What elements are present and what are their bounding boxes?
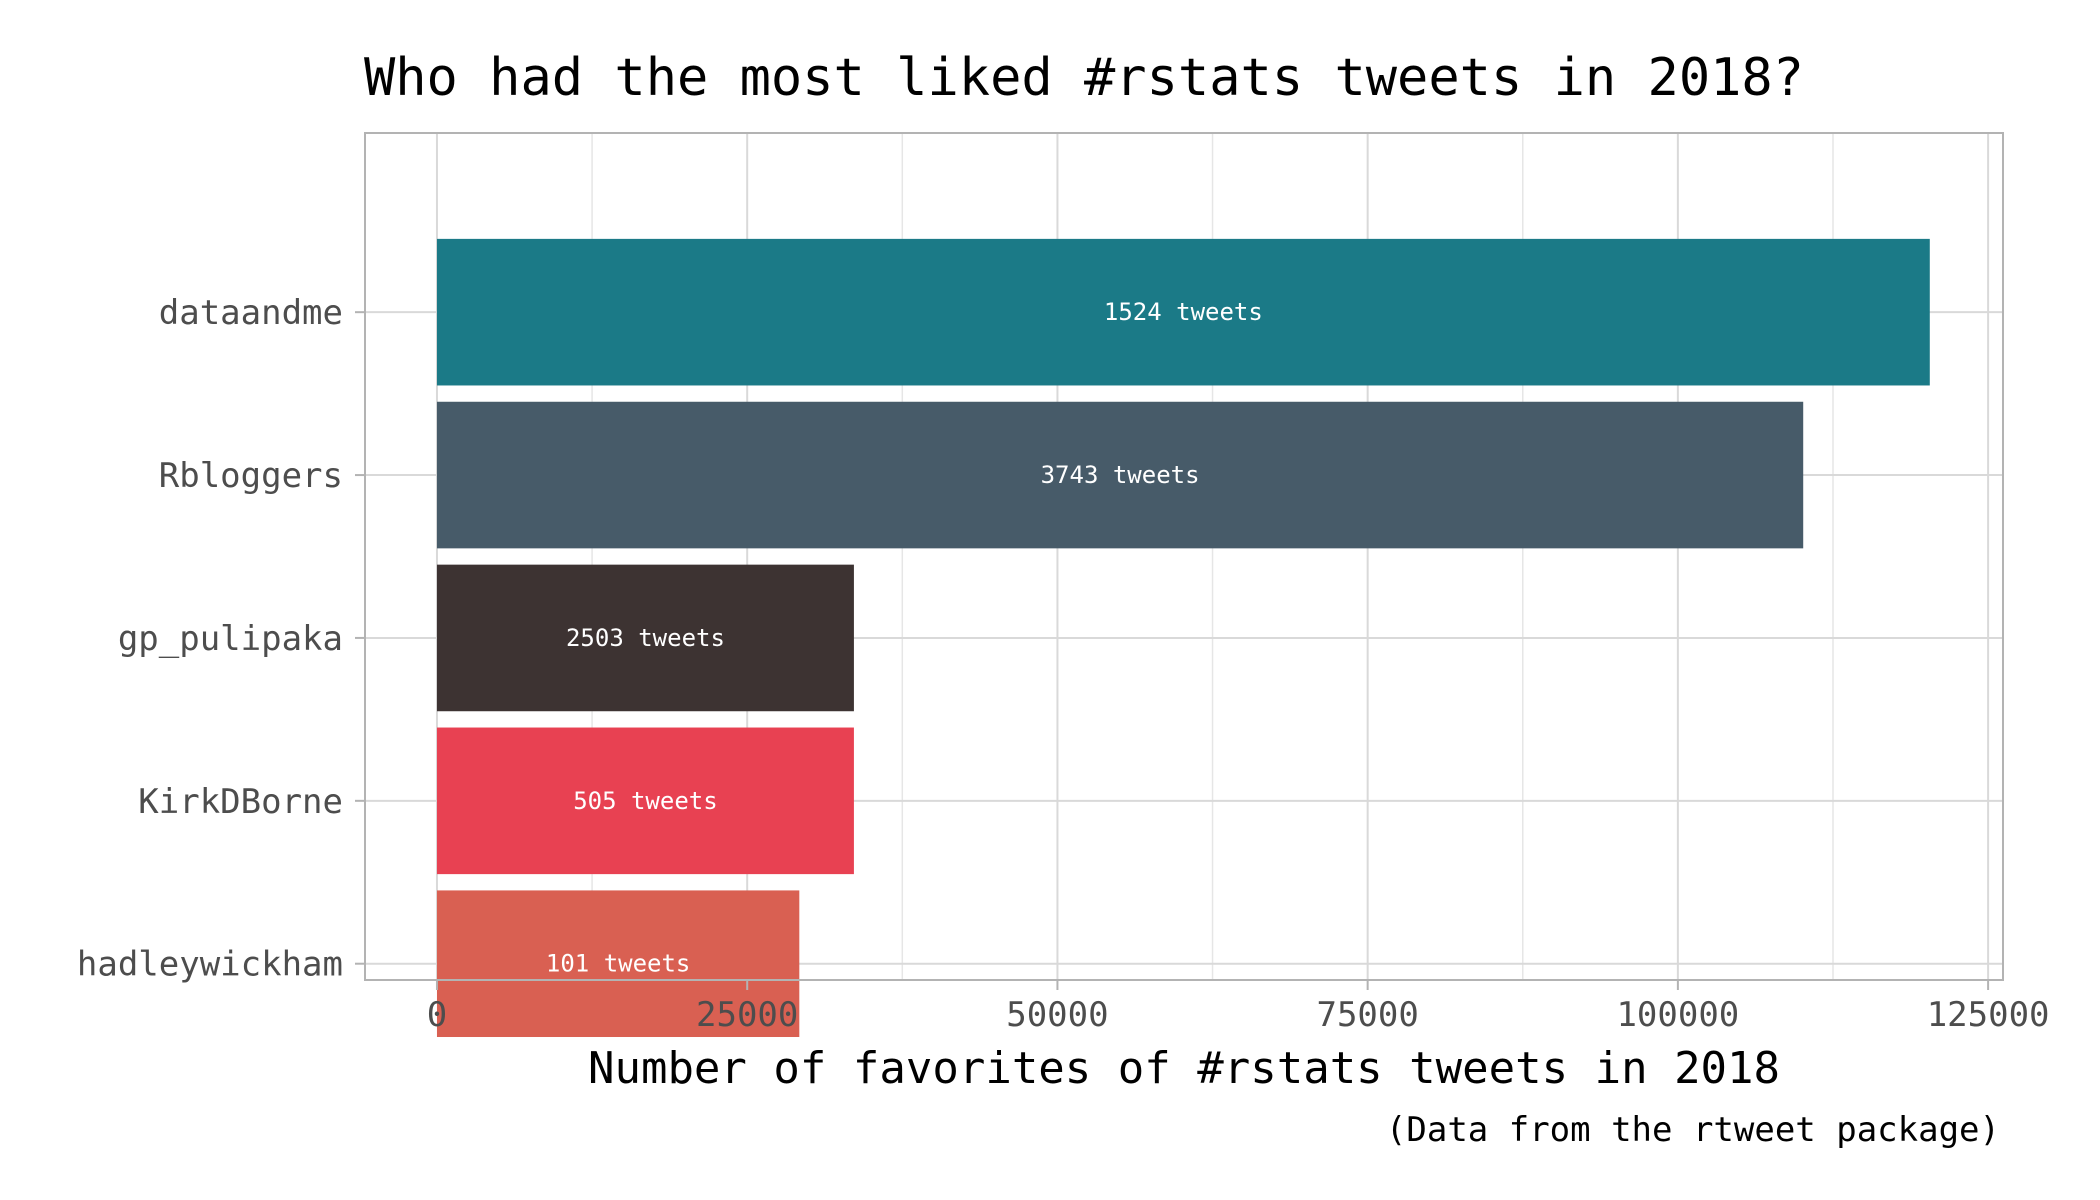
chart-caption: (Data from the rtweet package)	[1386, 1110, 2000, 1150]
chart-title: Who had the most liked #rstats tweets in…	[364, 48, 1804, 108]
x-axis-title: Number of favorites of #rstats tweets in…	[588, 1043, 1780, 1094]
bar	[436, 890, 800, 1038]
y-tick-label: hadleywickham	[77, 945, 343, 985]
x-tick-label: 25000	[696, 995, 798, 1035]
bars: 1524 tweets 3743 tweets 2503 tweets 505 twe…	[436, 238, 1930, 1038]
x-tick-label: 0	[427, 995, 447, 1035]
bar-data-label: 505 tweets	[573, 787, 718, 815]
bar-data-label: 3743 tweets	[1041, 461, 1200, 489]
x-tick-label: 100000	[1616, 995, 1739, 1035]
bar	[436, 727, 854, 875]
bar-data-label: 1524 tweets	[1104, 298, 1263, 326]
y-tick-label: KirkDBorne	[138, 782, 343, 822]
axis-ticks	[355, 311, 1990, 990]
x-tick-label: 75000	[1316, 995, 1418, 1035]
y-tick-label: gp_pulipaka	[118, 619, 343, 659]
plot-panel-border	[364, 132, 2004, 981]
bar	[436, 401, 1804, 549]
bar	[436, 564, 854, 712]
bar-data-label: 2503 tweets	[566, 624, 725, 652]
bar-data-label: 101 tweets	[546, 950, 691, 978]
x-tick-label: 50000	[1006, 995, 1108, 1035]
x-axis-labels: 0 25000 50000 75000 100000 125000	[427, 995, 2050, 1035]
y-tick-label: Rbloggers	[159, 456, 343, 496]
y-axis-labels: dataandme Rbloggers gp_pulipaka KirkDBorne h…	[77, 293, 343, 985]
bar	[436, 238, 1930, 386]
y-tick-label: dataandme	[159, 293, 343, 333]
x-tick-label: 125000	[1927, 995, 2050, 1035]
